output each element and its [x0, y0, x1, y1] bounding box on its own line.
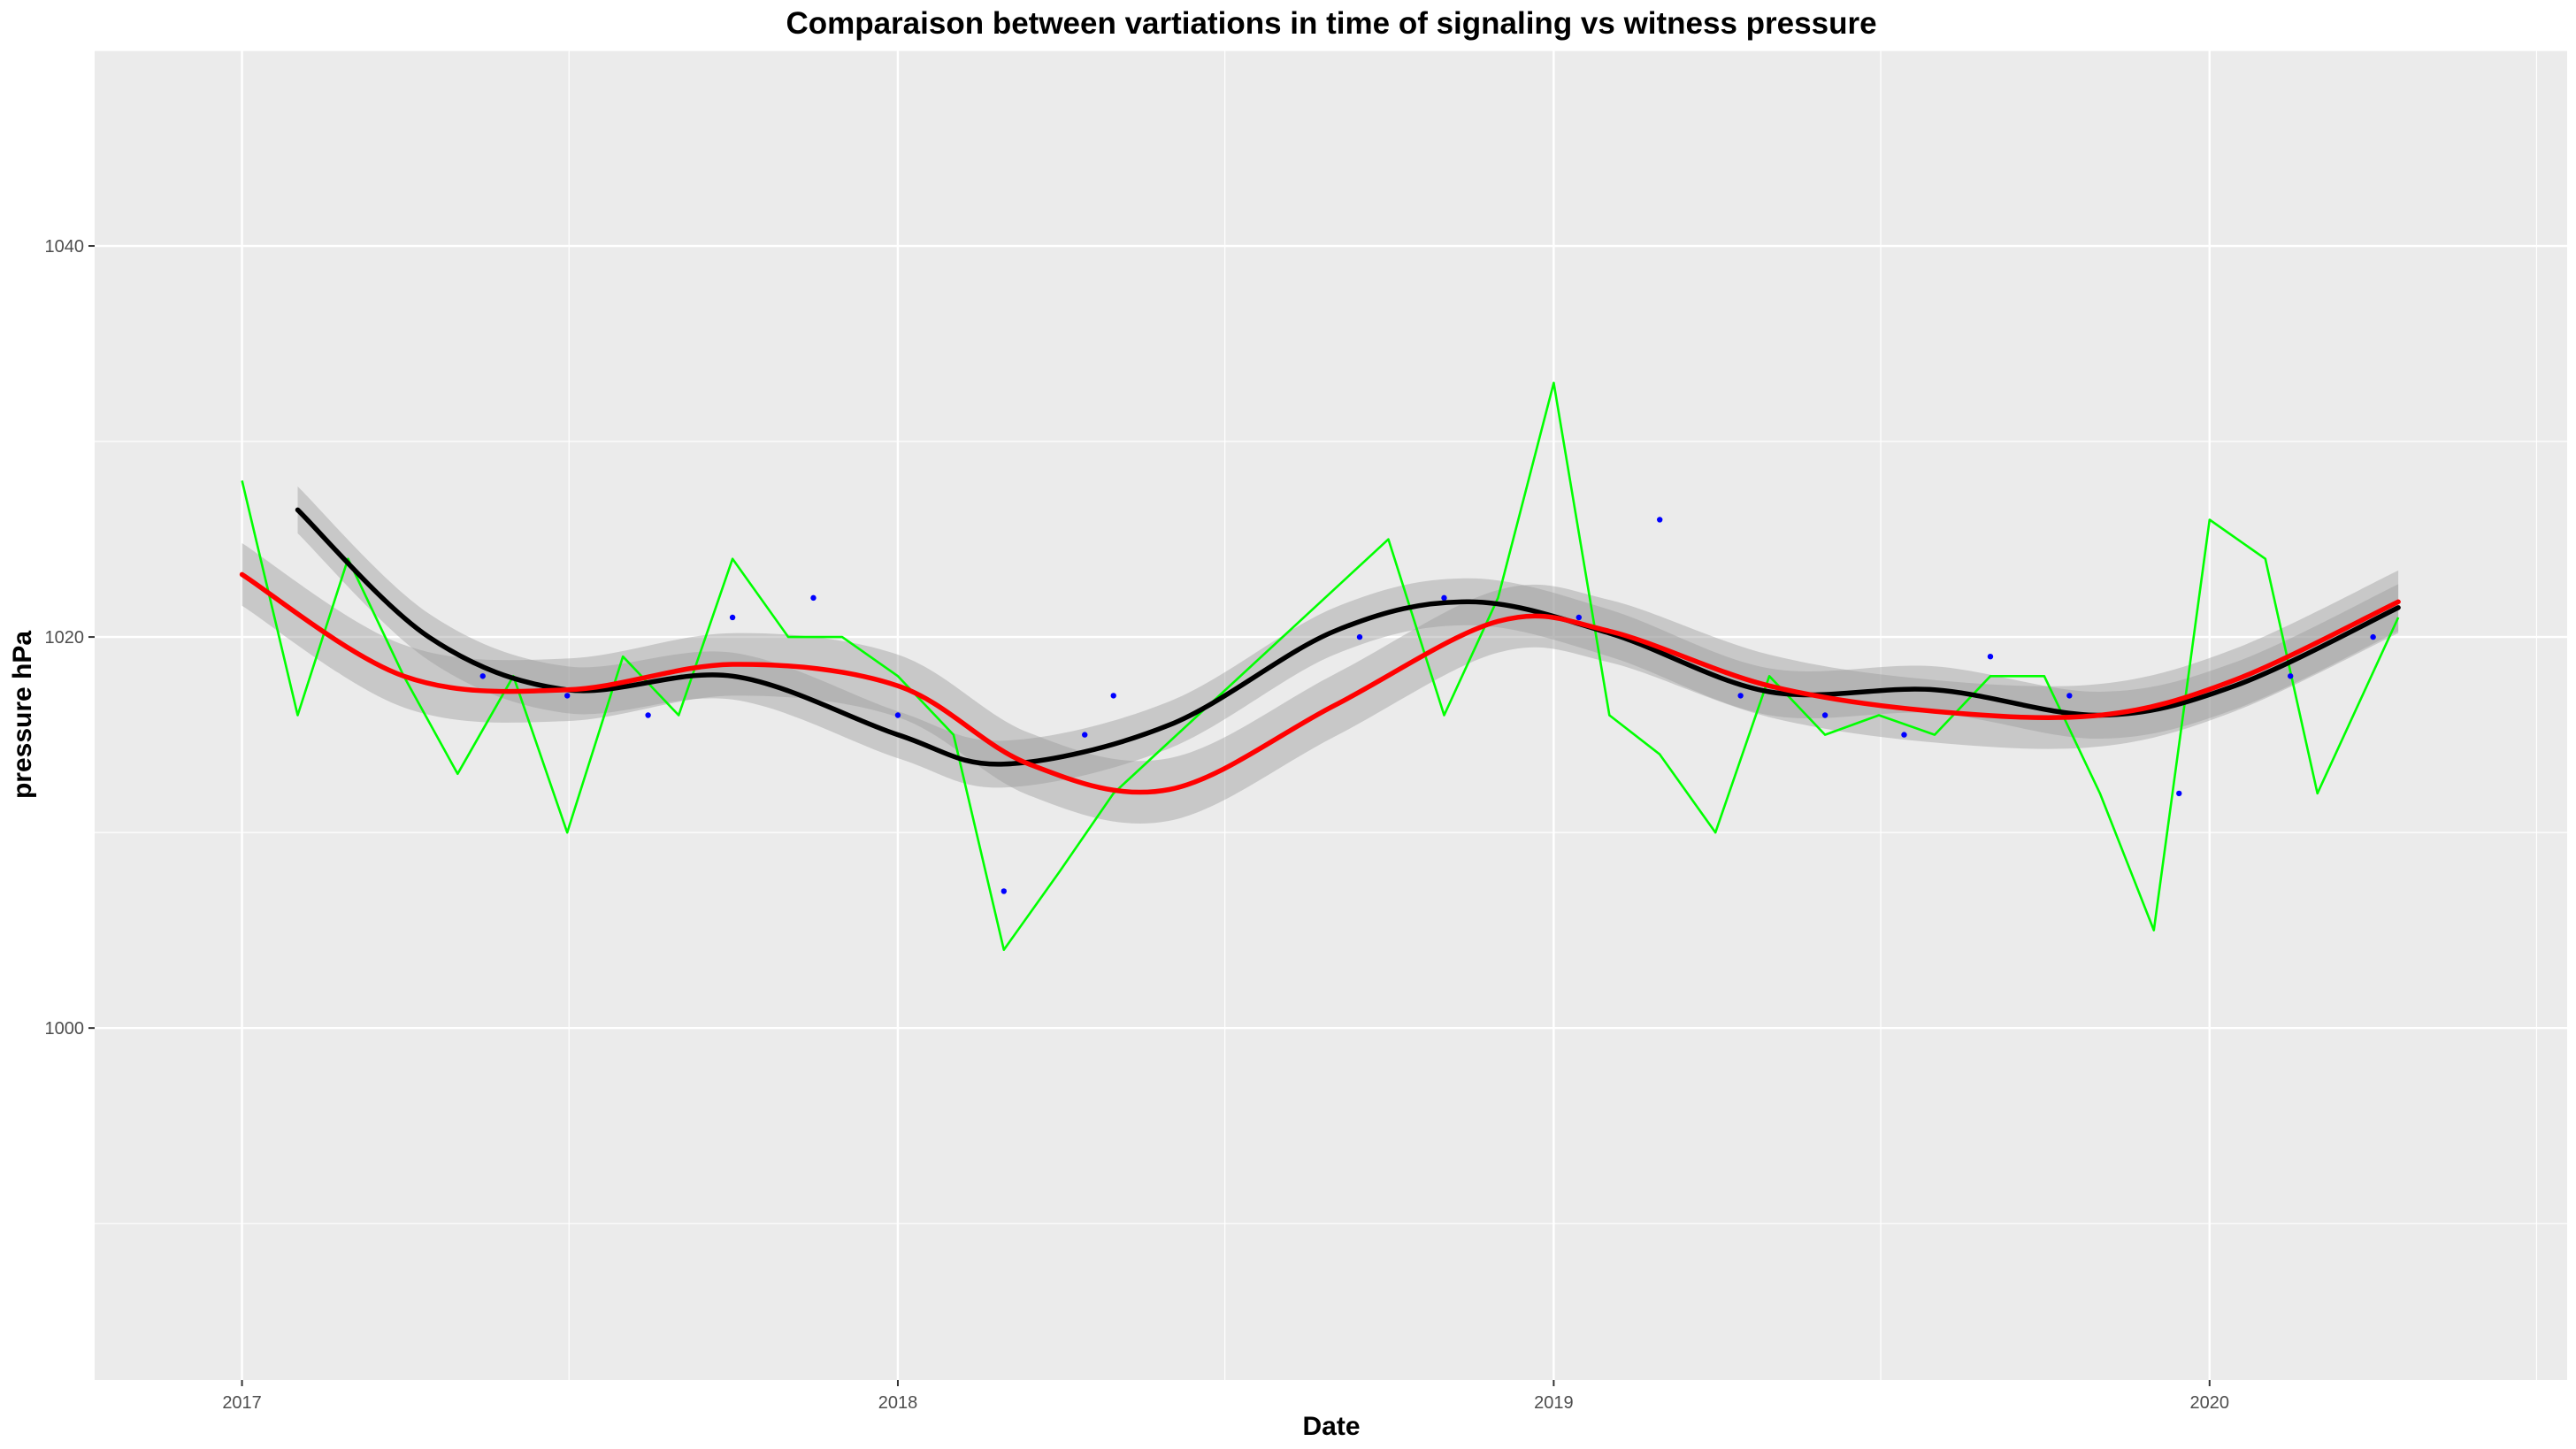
signaling-point [645, 712, 651, 718]
witness-pressure-line [241, 381, 2400, 951]
signaling-point [810, 594, 816, 602]
confidence-ribbon [242, 543, 2399, 824]
signaling-smooth-line [295, 507, 2401, 767]
signaling-point [479, 673, 486, 679]
x-axis-title: Date [1302, 1412, 1360, 1441]
x-tick-label: 2019 [1534, 1393, 1574, 1413]
x-axis: 2017 2018 2019 2020 [222, 1380, 2229, 1413]
grid-major [95, 50, 2567, 1380]
chart-title: Comparaison between vartiations in time … [786, 6, 1876, 41]
grid-minor [95, 50, 2567, 1380]
smooth-lines [239, 507, 2401, 795]
signaling-point [1356, 633, 1363, 640]
signaling-point [2370, 633, 2376, 640]
signaling-point [894, 712, 901, 718]
plot-panel [95, 50, 2567, 1380]
signaling-point [2176, 790, 2182, 797]
signaling-point [1901, 732, 1907, 738]
y-axis: 1000 1020 1040 [45, 237, 95, 1039]
y-axis-title: pressure hPa [8, 631, 37, 799]
y-tick-label: 1040 [45, 237, 85, 257]
confidence-ribbons [242, 486, 2399, 824]
signaling-point [729, 614, 736, 621]
signaling-point [2066, 693, 2073, 699]
signaling-point [1110, 693, 1116, 699]
y-tick-label: 1020 [45, 628, 85, 648]
y-tick-label: 1000 [45, 1019, 85, 1039]
confidence-ribbon [297, 486, 2399, 788]
signaling-series [479, 517, 2376, 894]
signaling-point [1082, 732, 1088, 738]
signaling-point [564, 693, 571, 699]
x-tick-label: 2020 [2190, 1393, 2230, 1413]
signaling-point [1821, 712, 1828, 718]
signaling-point [1987, 653, 1994, 660]
x-tick-label: 2018 [878, 1393, 918, 1413]
signaling-point [1000, 888, 1008, 894]
signaling-point [1737, 693, 1744, 699]
signaling-point [2287, 673, 2294, 679]
witness-smooth-line [239, 571, 2401, 795]
signaling-point [1441, 594, 1447, 602]
signaling-point [1576, 614, 1583, 621]
signaling-point [1657, 517, 1663, 523]
x-tick-label: 2017 [222, 1393, 262, 1413]
witness-series [241, 381, 2400, 951]
